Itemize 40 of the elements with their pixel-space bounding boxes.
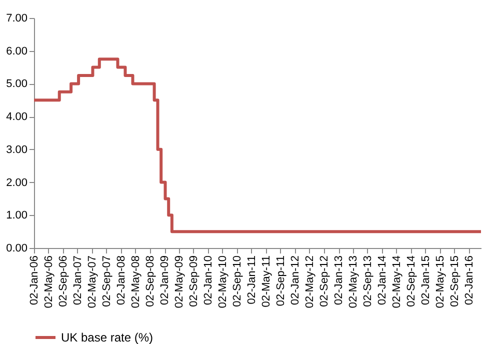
x-tick-label: 02-Jan-08 <box>115 256 128 306</box>
x-tick-label: 02-May-09 <box>173 256 186 308</box>
y-tick-label: 4.00 <box>6 111 28 124</box>
x-tick-label: 02-Sep-12 <box>318 256 331 307</box>
y-tick-label: 6.00 <box>6 45 28 58</box>
y-tick-label: 2.00 <box>6 176 28 189</box>
x-tick-label: 02-Sep-09 <box>188 256 200 307</box>
y-tick-label: 1.00 <box>6 210 28 222</box>
x-tick-label: 02-May-14 <box>390 256 403 308</box>
x-tick-label: 02-Jan-13 <box>333 256 346 306</box>
legend-label: UK base rate (%) <box>61 330 154 344</box>
y-tick-label: 0.00 <box>6 242 28 254</box>
x-tick-label: 02-Jan-09 <box>159 256 172 306</box>
y-tick-label: 7.00 <box>6 12 28 24</box>
x-tick-label: 02-Sep-07 <box>100 256 113 307</box>
x-tick-label: 02-Sep-11 <box>274 256 287 306</box>
x-tick-label: 02-Sep-08 <box>144 256 157 307</box>
y-tick-label: 5.00 <box>6 78 28 90</box>
x-tick-label: 02-Jan-07 <box>72 256 84 306</box>
x-tick-label: 02-Jan-15 <box>420 256 432 306</box>
x-tick-label: 02-May-12 <box>304 256 316 308</box>
x-tick-label: 02-May-06 <box>42 256 55 308</box>
x-tick-label: 02-May-08 <box>130 256 142 308</box>
x-tick-label: 02-Jan-12 <box>289 256 302 306</box>
x-tick-label: 02-May-13 <box>347 256 360 308</box>
x-tick-label: 02-Jan-06 <box>28 256 40 306</box>
x-tick-label: 02-May-10 <box>216 256 229 308</box>
x-tick-label: 02-Sep-06 <box>57 256 70 307</box>
x-tick-label: 02-Sep-10 <box>231 256 244 307</box>
y-tick-label: 3.00 <box>6 144 28 156</box>
x-tick-label: 02-May-07 <box>86 256 98 308</box>
x-tick-label: 02-May-11 <box>260 256 272 308</box>
x-tick-label: 02-Sep-13 <box>362 256 374 307</box>
x-tick-label: 02-Sep-14 <box>405 256 418 307</box>
x-tick-label: 02-Jan-14 <box>376 256 389 306</box>
x-tick-label: 02-Jan-10 <box>202 256 215 306</box>
x-tick-label: 02-May-15 <box>434 256 446 308</box>
x-tick-label: 02-Jan-16 <box>463 256 476 306</box>
x-tick-label: 02-Jan-11 <box>246 256 258 304</box>
x-tick-label: 02-Sep-15 <box>448 256 461 307</box>
